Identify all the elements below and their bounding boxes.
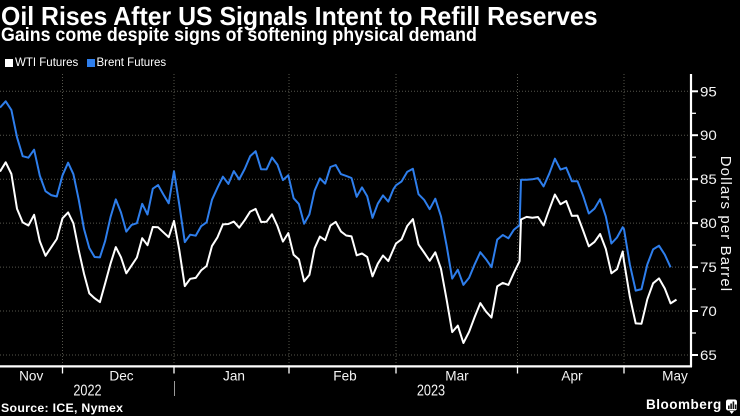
svg-text:65: 65 [700, 349, 717, 364]
svg-text:90: 90 [700, 129, 717, 144]
svg-text:70: 70 [700, 305, 717, 320]
svg-text:Dec: Dec [109, 369, 133, 384]
svg-text:2022: 2022 [73, 382, 101, 399]
svg-text:Dollars per Barrel: Dollars per Barrel [717, 156, 734, 293]
svg-text:95: 95 [700, 85, 717, 100]
svg-text:75: 75 [700, 261, 717, 276]
svg-text:Feb: Feb [333, 369, 356, 384]
svg-text:2023: 2023 [417, 382, 445, 399]
svg-text:May: May [662, 369, 688, 384]
svg-text:Jan: Jan [223, 369, 245, 384]
svg-text:Apr: Apr [561, 369, 583, 384]
svg-text:Nov: Nov [19, 369, 43, 384]
svg-text:Mar: Mar [445, 369, 469, 384]
svg-text:85: 85 [700, 173, 717, 188]
svg-text:80: 80 [700, 217, 717, 232]
